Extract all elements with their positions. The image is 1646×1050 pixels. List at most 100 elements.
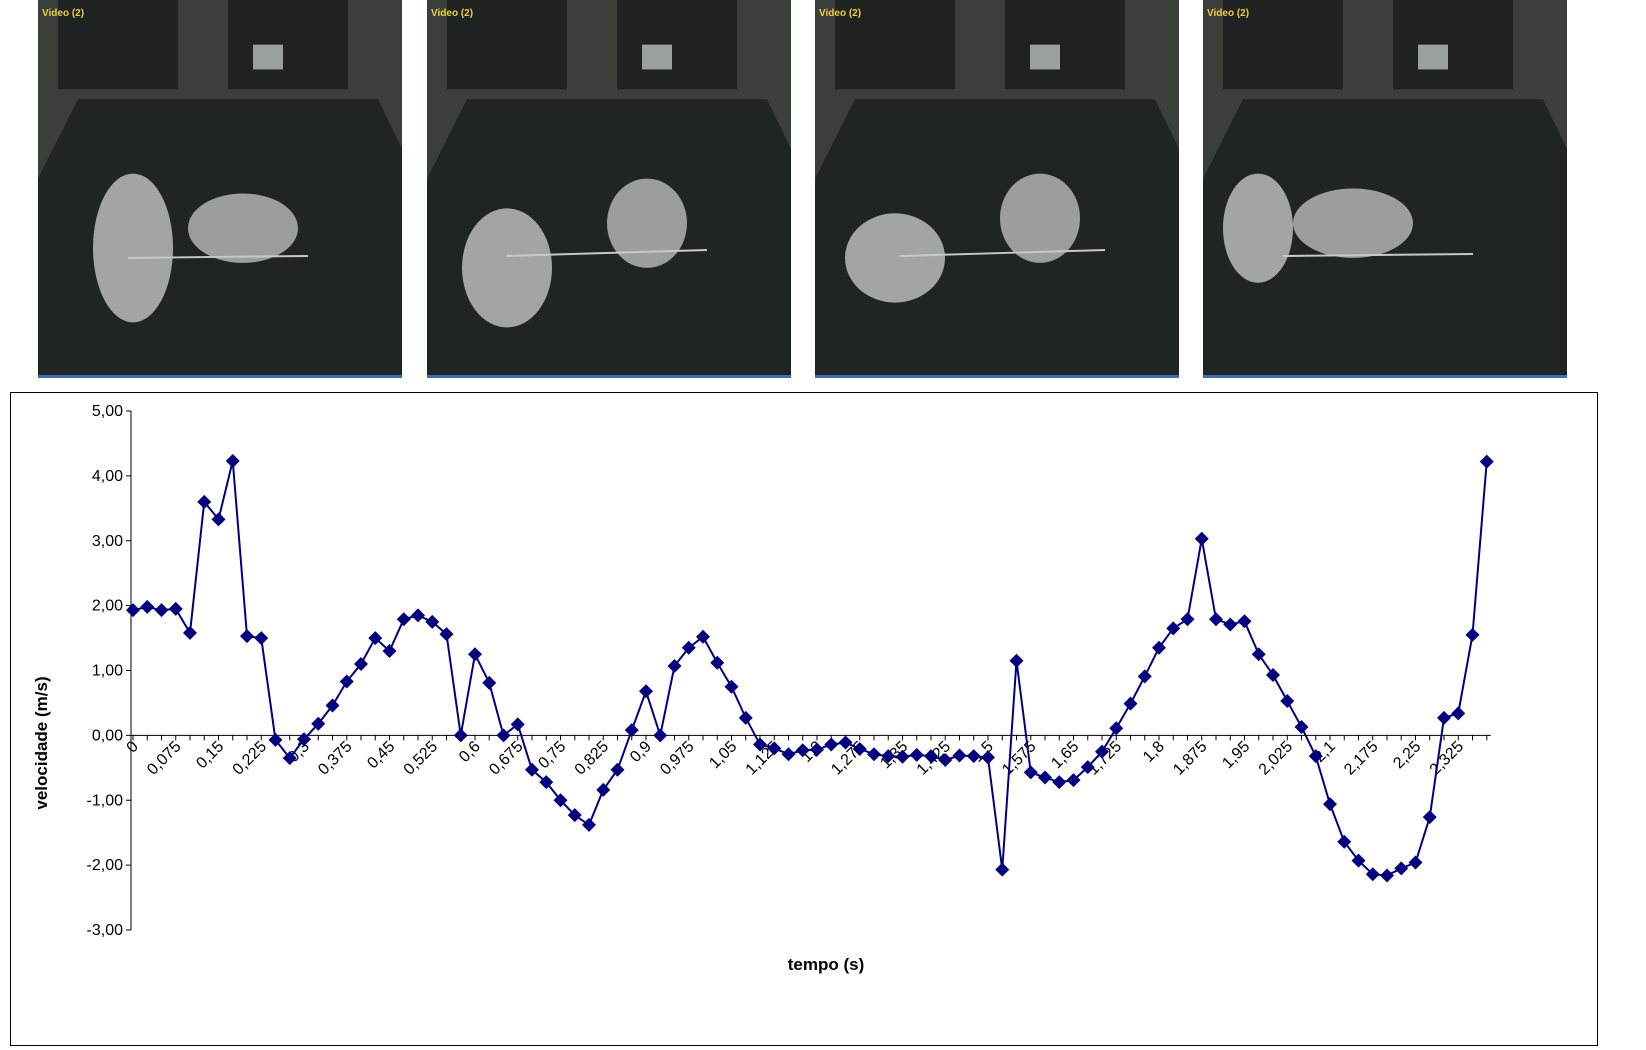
x-tick-label: 1,95 bbox=[1219, 738, 1253, 772]
x-axis: 0 0,075 0,15 0,225 0,3 0,375 0,45 0,525 0,6 0,675… bbox=[124, 734, 1491, 779]
data-point bbox=[1437, 710, 1451, 725]
data-point bbox=[981, 750, 995, 765]
data-point bbox=[1422, 810, 1437, 825]
x-tick-label: 0,075 bbox=[144, 738, 184, 778]
video-scene-2 bbox=[427, 0, 791, 375]
data-point bbox=[781, 747, 796, 762]
x-tick-label: 0,45 bbox=[364, 738, 398, 772]
data-point bbox=[895, 749, 910, 764]
data-point bbox=[1251, 647, 1266, 662]
data-point bbox=[211, 512, 226, 527]
y-tick-label: 2,00 bbox=[92, 598, 123, 615]
x-tick-label: 2,175 bbox=[1341, 738, 1381, 778]
data-point bbox=[325, 698, 340, 713]
x-tick-label: 0,675 bbox=[486, 738, 526, 778]
video-label: Video (2) bbox=[42, 8, 85, 19]
data-point bbox=[696, 629, 710, 644]
data-point bbox=[1294, 719, 1309, 734]
data-point bbox=[126, 603, 140, 618]
data-point bbox=[1266, 668, 1280, 683]
data-point bbox=[610, 762, 625, 777]
data-point bbox=[268, 732, 283, 747]
video-scene-4 bbox=[1203, 0, 1567, 375]
data-point bbox=[1038, 770, 1052, 785]
x-tick-label: 0,375 bbox=[315, 738, 355, 778]
data-point bbox=[1180, 612, 1195, 627]
data-point bbox=[254, 631, 269, 646]
x-tick-label: 0,6 bbox=[456, 738, 484, 766]
y-tick-label: 4,00 bbox=[92, 468, 123, 485]
x-tick-label: 1,875 bbox=[1170, 738, 1210, 778]
data-point bbox=[738, 710, 753, 725]
x-tick-label: 0,525 bbox=[401, 738, 441, 778]
x-tick-label: 0,15 bbox=[193, 738, 227, 772]
data-point bbox=[1308, 749, 1323, 764]
data-point bbox=[354, 657, 368, 672]
data-point bbox=[154, 603, 169, 618]
data-point bbox=[453, 728, 468, 743]
data-point bbox=[639, 684, 653, 699]
data-point bbox=[482, 675, 497, 690]
series-line bbox=[132, 460, 1488, 877]
data-point bbox=[952, 748, 967, 763]
data-point bbox=[995, 862, 1010, 877]
data-point bbox=[1080, 760, 1095, 775]
x-tick-label: 2,025 bbox=[1256, 738, 1296, 778]
x-tick-label: 1,05 bbox=[706, 738, 740, 772]
video-frame-2: Video (2) bbox=[427, 0, 791, 378]
data-point bbox=[1408, 855, 1423, 870]
video-frame-4: Video (2) bbox=[1203, 0, 1567, 378]
y-axis-title: velocidade (m/s) bbox=[32, 676, 51, 809]
data-point bbox=[311, 716, 326, 731]
data-point bbox=[1323, 797, 1337, 812]
y-tick-label: -1,00 bbox=[87, 792, 124, 809]
data-point bbox=[924, 749, 938, 764]
y-tick-label: 0,00 bbox=[92, 727, 123, 744]
data-point bbox=[396, 612, 411, 627]
data-point bbox=[681, 640, 696, 655]
data-point bbox=[183, 625, 197, 640]
x-tick-label: 0,75 bbox=[535, 738, 569, 772]
data-point bbox=[1166, 621, 1181, 636]
data-point bbox=[1052, 775, 1067, 790]
data-point bbox=[140, 599, 155, 614]
data-point bbox=[710, 655, 725, 670]
data-point bbox=[1023, 765, 1038, 780]
data-point bbox=[867, 747, 881, 762]
video-scene-3 bbox=[815, 0, 1179, 375]
x-tick-label: 1,65 bbox=[1048, 738, 1082, 772]
data-point bbox=[852, 741, 867, 756]
data-point bbox=[1380, 868, 1394, 883]
chart-area: 5,00 4,00 3,00 2,00 1,00 0,00 -1,00 -2,00 -3,00 … bbox=[10, 392, 1598, 1046]
data-point bbox=[767, 741, 782, 756]
data-point bbox=[1237, 614, 1252, 629]
data-point bbox=[938, 753, 953, 768]
video-label: Video (2) bbox=[819, 8, 862, 19]
data-point bbox=[567, 808, 582, 823]
x-tick-label: 0,9 bbox=[627, 738, 655, 766]
data-point bbox=[468, 647, 482, 662]
data-point bbox=[1123, 696, 1138, 711]
x-tick-label: 0 bbox=[124, 738, 142, 756]
x-axis-title: tempo (s) bbox=[788, 955, 865, 974]
x-tick-label: 0,975 bbox=[657, 738, 697, 778]
data-point bbox=[1066, 773, 1081, 788]
data-point bbox=[596, 782, 611, 797]
data-point bbox=[368, 631, 383, 646]
data-point bbox=[1194, 531, 1209, 546]
data-point bbox=[881, 749, 896, 764]
data-point bbox=[168, 601, 183, 616]
data-point bbox=[539, 775, 554, 790]
video-frame-1: Video (2) bbox=[38, 0, 402, 378]
data-point bbox=[439, 627, 454, 642]
data-point bbox=[724, 679, 739, 694]
data-point bbox=[667, 658, 682, 673]
data-point bbox=[197, 494, 212, 509]
data-point bbox=[1095, 744, 1109, 759]
data-point bbox=[824, 737, 839, 752]
data-point bbox=[838, 735, 853, 750]
data-point bbox=[1223, 617, 1238, 632]
series-velocidade bbox=[126, 453, 1494, 883]
velocity-chart: 5,004,003,002,001,000,00-1,00-2,00-3,00 … bbox=[32, 403, 1494, 974]
data-point bbox=[909, 747, 924, 762]
